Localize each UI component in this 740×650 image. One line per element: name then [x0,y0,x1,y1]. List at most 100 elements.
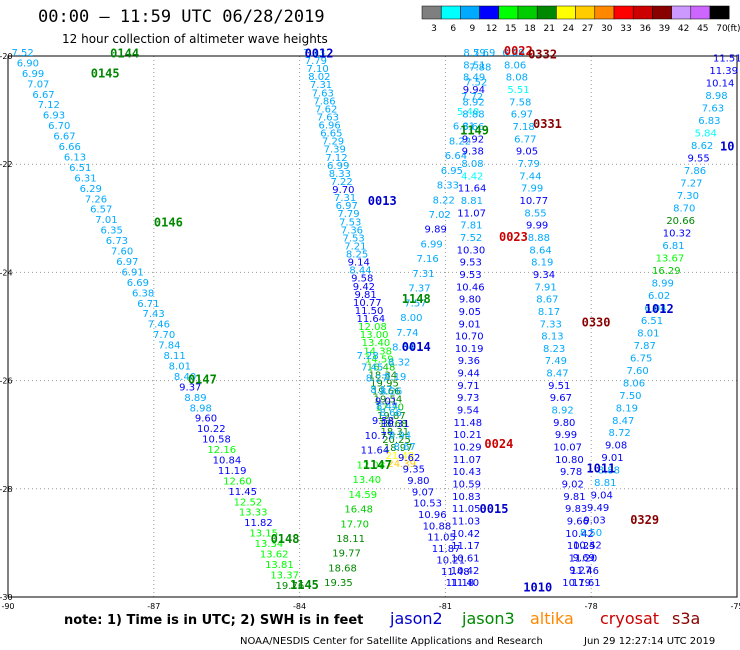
pass-time-label: 0024 [484,437,513,451]
swh-value: 10.25 [567,541,596,552]
swh-value: 10.46 [456,282,485,293]
swh-value: 18.68 [328,563,357,574]
swh-value: 12.08 [357,460,386,471]
swh-value: 9.49 [587,503,609,514]
swh-value: 8.88 [462,110,484,121]
swh-value: 9.80 [553,418,575,429]
swh-value: 8.81 [594,478,616,489]
pass-time-label: 1011 [586,462,615,476]
swh-value: 6.67 [53,132,75,143]
swh-value: 7.44 [519,171,541,182]
scale-label: 33 [620,24,631,34]
swh-value: 8.08 [461,159,483,170]
swh-value: 13.34 [255,539,284,550]
swh-value: 14.38 [363,346,392,357]
swh-value: 7.36 [341,225,363,236]
swh-value: 6.83 [698,116,720,127]
swh-value: 8.92 [551,406,573,417]
swh-value: 10.19 [455,344,484,355]
swh-value: 7.79 [518,159,540,170]
scale-swatch [709,5,730,20]
swh-value: 8.25 [346,250,368,261]
swh-value: 8.22 [449,136,471,147]
swh-value: 6.64 [445,151,467,162]
swh-value: 8.47 [546,369,568,380]
swh-value: 11.39 [709,66,738,77]
swh-value: 19.87 [377,411,406,422]
pass-time-label: 0329 [630,513,659,527]
swh-value: 16.29 [652,266,681,277]
swh-value: 7.52 [11,48,33,59]
swh-value: 20.25 [382,435,411,446]
swh-value: 11.64 [458,184,487,195]
swh-value: 10.43 [453,467,482,478]
swh-value: 4.42 [461,171,483,182]
swh-value: 8.44 [349,266,371,277]
swh-value: 11.82 [244,518,273,529]
swh-value: 6.90 [17,58,39,69]
scale-label: 3 [431,24,437,34]
swh-value: 7.63 [312,88,334,99]
swh-value: 11.20 [569,554,598,565]
swh-value: 6.75 [630,353,652,364]
pass-time-label: 0015 [480,502,509,516]
swh-value: 10.53 [413,499,442,510]
swh-value: 9.34 [533,270,555,281]
pass-time-label: 0144 [110,47,139,61]
swh-value: 7.12 [38,100,60,111]
swh-value: 6.93 [43,111,65,122]
swh-value: 7.69 [473,48,495,59]
swh-value: 6.71 [137,299,159,310]
scale-swatch [517,5,538,20]
y-tick-label: -26 [0,377,13,386]
swh-value: 10.32 [663,228,692,239]
scale-label: 27 [582,24,593,34]
swh-value: 7.37 [408,284,430,295]
swh-value: 6.89 [502,48,524,59]
scale-label: 36 [639,24,651,34]
swh-value: 11.45 [228,487,257,498]
scale-label: 45 [697,24,708,34]
swh-value: 21.48 [386,451,415,462]
swh-value: 10.79 [562,578,591,589]
swh-value: 8.19 [384,372,406,383]
swh-value: 8.89 [184,393,206,404]
swh-value: 8.01 [169,361,191,372]
swh-value: 8.06 [623,378,645,389]
swh-value: 9.99 [526,221,548,232]
pass-time-label: 1147 [363,458,392,472]
pass-time-label: 1149 [460,123,489,137]
swh-value: 7.79 [337,209,359,220]
swh-value: 7.27 [680,178,702,189]
swh-value: 9.01 [458,319,480,330]
swh-value: 9.07 [412,487,434,498]
swh-value: 9.03 [583,516,605,527]
pass-time-label: 1145 [290,578,319,592]
swh-value: 9.36 [458,356,480,367]
swh-value: 10.83 [452,492,481,503]
swh-value: 9.92 [462,134,484,145]
swh-value: 7.79 [305,56,327,67]
swh-value: 10.84 [213,456,242,467]
swh-value: 7.18 [512,122,534,133]
swh-value: 8.98 [705,91,727,102]
swh-value: 12.08 [358,322,387,333]
scale-label: 6 [450,24,456,34]
swh-value: 11.40 [451,578,480,589]
swh-value: 9.27 [569,566,591,577]
chart-title: 00:00 – 11:59 UTC 06/28/2019 [38,7,325,27]
pass-time-label: 0147 [188,372,217,386]
scale-swatch [652,5,672,20]
chart-axes: -90 -87 -84 -81 -78 -75 -20 -22 -24 -26 -28 -30 [0,52,740,611]
swh-value: 7.10 [306,64,328,75]
swh-value: 9.05 [516,147,538,158]
swh-value: 12.52 [234,497,263,508]
swh-value: 24.39 [387,459,416,470]
swh-value: 8.88 [598,466,620,477]
swh-value: 9.62 [398,453,420,464]
swh-value: 7.50 [619,391,641,402]
swh-value: 11.87 [432,544,461,555]
swh-value: 8.02 [308,72,330,83]
swh-value: 7.57 [404,298,426,309]
swh-value: 6.69 [127,278,149,289]
